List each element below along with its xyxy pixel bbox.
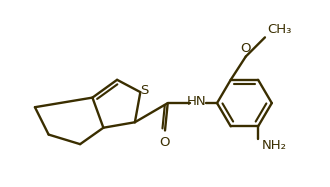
Text: CH₃: CH₃ <box>268 23 292 36</box>
Text: S: S <box>140 84 148 97</box>
Text: HN: HN <box>187 95 206 108</box>
Text: NH₂: NH₂ <box>262 139 287 152</box>
Text: O: O <box>160 136 170 149</box>
Text: O: O <box>241 42 251 55</box>
